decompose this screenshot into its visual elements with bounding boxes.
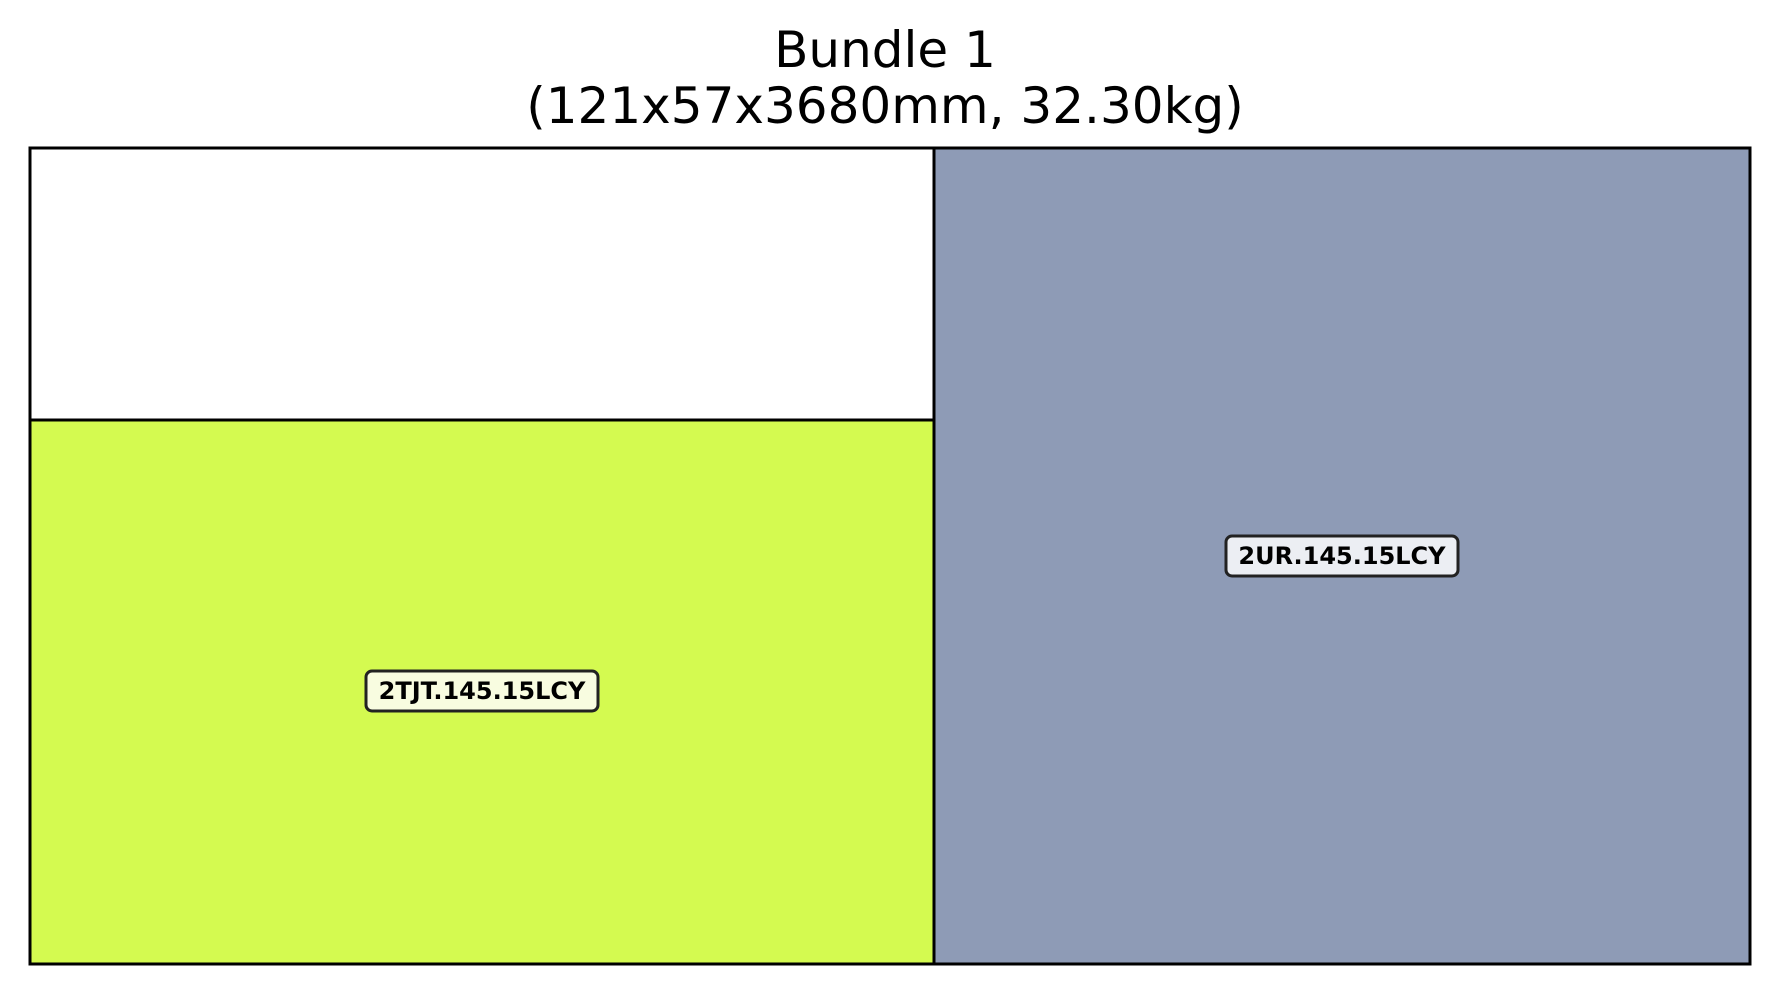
piece-2tjt: 2TJT.145.15LCY <box>28 418 936 966</box>
piece-label-box <box>1224 534 1460 578</box>
piece-label: 2UR.145.15LCY <box>1238 542 1446 570</box>
diagram-title: Bundle 1 <box>774 21 996 79</box>
piece-2ur: 2UR.145.15LCY <box>932 146 1752 966</box>
piece-label: 2TJT.145.15LCY <box>379 677 586 705</box>
empty-space-region <box>28 146 936 422</box>
piece-label-box <box>364 669 600 713</box>
diagram-subtitle: (121x57x3680mm, 32.30kg) <box>526 77 1244 135</box>
